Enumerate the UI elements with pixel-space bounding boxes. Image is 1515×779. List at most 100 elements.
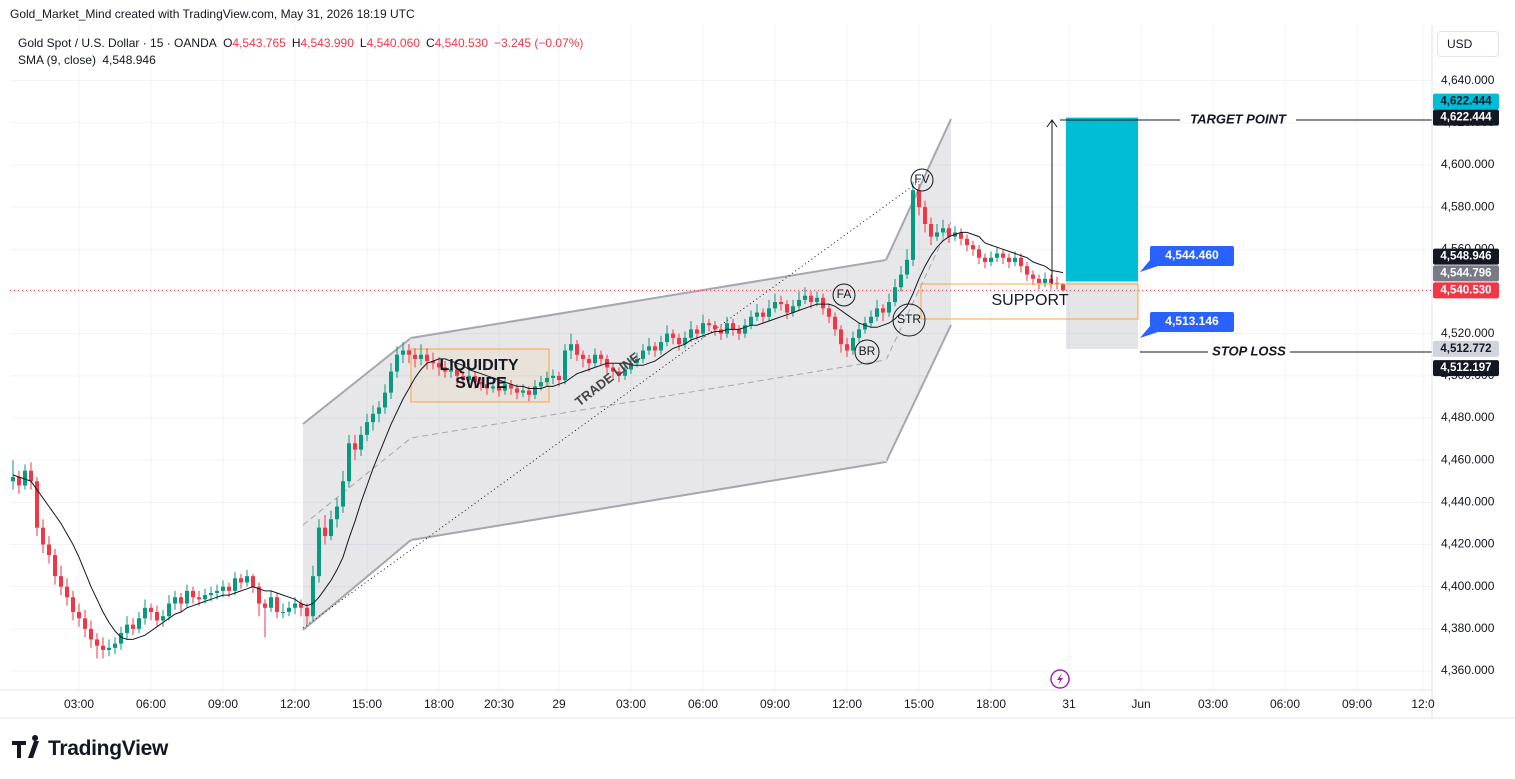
candle-body bbox=[563, 350, 567, 381]
candle-body bbox=[1043, 278, 1047, 284]
candle-body bbox=[185, 590, 189, 604]
x-tick-label: 18:00 bbox=[976, 697, 1006, 711]
candle-body bbox=[755, 312, 759, 317]
candle-body bbox=[935, 232, 939, 237]
target-label: TARGET POINT bbox=[1190, 111, 1287, 126]
candle-body bbox=[473, 375, 477, 383]
liquidity-box bbox=[410, 348, 550, 403]
candle-body bbox=[683, 337, 687, 345]
candle-body bbox=[77, 611, 81, 619]
liquidity-label: SWIPE bbox=[455, 375, 507, 392]
marker-circle bbox=[832, 283, 856, 307]
candle-body bbox=[899, 274, 903, 288]
candle-body bbox=[341, 481, 345, 507]
price-tag-label: 4,622.444 bbox=[1440, 96, 1492, 108]
candle-body bbox=[1013, 257, 1017, 262]
marker-circle bbox=[910, 168, 934, 192]
candle-body bbox=[773, 302, 777, 309]
candle-body bbox=[749, 316, 753, 326]
candle-body bbox=[401, 350, 405, 355]
candle-body bbox=[887, 302, 891, 313]
price-tag-label: 4,548.946 bbox=[1440, 251, 1491, 263]
candle-body bbox=[497, 386, 501, 391]
candle-body bbox=[701, 323, 705, 334]
price-tag bbox=[1433, 340, 1499, 357]
candle-body bbox=[641, 350, 645, 359]
candle-body bbox=[119, 633, 123, 644]
candle-body bbox=[47, 544, 51, 556]
stop-label: STOP LOSS bbox=[1212, 343, 1286, 358]
candle-body bbox=[371, 413, 375, 423]
y-tick-label: 4,480.000 bbox=[1441, 410, 1495, 424]
candle-body bbox=[797, 299, 801, 307]
currency-button[interactable]: USD bbox=[1437, 31, 1499, 57]
candle-body bbox=[893, 287, 897, 303]
channel-bottom bbox=[302, 324, 952, 631]
candle-body bbox=[1019, 257, 1023, 267]
candle-body bbox=[233, 578, 237, 591]
legend-value: 4,543.990 bbox=[300, 36, 354, 50]
x-tick-label: 18:00 bbox=[424, 697, 454, 711]
price-tag-label: 4,622.444 bbox=[1440, 112, 1492, 124]
candle-body bbox=[275, 597, 279, 612]
candle-body bbox=[197, 597, 201, 600]
candle-body bbox=[215, 590, 219, 594]
candle-body bbox=[725, 323, 729, 334]
marker-label: BR bbox=[859, 344, 876, 358]
candle-body bbox=[923, 207, 927, 224]
candle-body bbox=[335, 506, 339, 520]
candle-body bbox=[851, 337, 855, 351]
candle-body bbox=[449, 369, 453, 372]
candle-body bbox=[407, 350, 411, 355]
x-tick-label: 12:00 bbox=[832, 697, 862, 711]
candle-body bbox=[419, 354, 423, 359]
legend-key: H bbox=[291, 36, 301, 50]
candle-body bbox=[737, 329, 741, 334]
candle-body bbox=[809, 295, 813, 303]
x-tick-label: 09:00 bbox=[760, 697, 790, 711]
candle-body bbox=[389, 371, 393, 393]
callout-label: 4,544.460 bbox=[1165, 248, 1219, 262]
candle-body bbox=[365, 422, 369, 435]
candle-body bbox=[803, 295, 807, 300]
candle-body bbox=[875, 308, 879, 317]
price-tag-label: 4,540.530 bbox=[1440, 284, 1491, 296]
candle-body bbox=[533, 386, 537, 395]
candle-body bbox=[71, 597, 75, 612]
candle-body bbox=[443, 367, 447, 372]
candle-body bbox=[587, 358, 591, 364]
marker-label: FA bbox=[837, 287, 852, 301]
price-tag bbox=[1433, 282, 1499, 299]
x-tick-label: 31 bbox=[1062, 697, 1076, 711]
candle-body bbox=[437, 363, 441, 368]
candle-body bbox=[779, 302, 783, 305]
credit: Gold_Market_Mind created with TradingVie… bbox=[10, 7, 415, 21]
candle-body bbox=[131, 624, 135, 629]
candle-body bbox=[863, 323, 867, 330]
candle-body bbox=[455, 369, 459, 376]
candle-body bbox=[977, 249, 981, 258]
candle-body bbox=[821, 297, 825, 309]
candle-body bbox=[203, 595, 207, 600]
candle-body bbox=[377, 407, 381, 414]
position-tool bbox=[1066, 117, 1138, 349]
candle-body bbox=[575, 344, 579, 355]
candle-body bbox=[347, 443, 351, 482]
price-tags: 4,622.444 4,622.444 4,548.946 4,544.796 4,54… bbox=[1433, 93, 1499, 377]
candle-body bbox=[1031, 274, 1035, 279]
trade-line bbox=[302, 179, 922, 629]
x-tick-label: 15:00 bbox=[904, 697, 934, 711]
candle-body bbox=[143, 607, 147, 619]
candle-body bbox=[761, 312, 765, 317]
candle-body bbox=[179, 597, 183, 604]
stop-zone bbox=[1066, 281, 1138, 349]
candle-body bbox=[665, 333, 669, 343]
sma-line bbox=[12, 231, 1064, 640]
candle-body bbox=[671, 333, 675, 338]
candle-body bbox=[989, 257, 993, 262]
x-tick-label: 03:00 bbox=[64, 697, 94, 711]
candle-body bbox=[29, 470, 33, 482]
candle-body bbox=[251, 576, 255, 587]
candle-body bbox=[827, 308, 831, 317]
legend-value: 4,543.765 bbox=[232, 36, 286, 50]
